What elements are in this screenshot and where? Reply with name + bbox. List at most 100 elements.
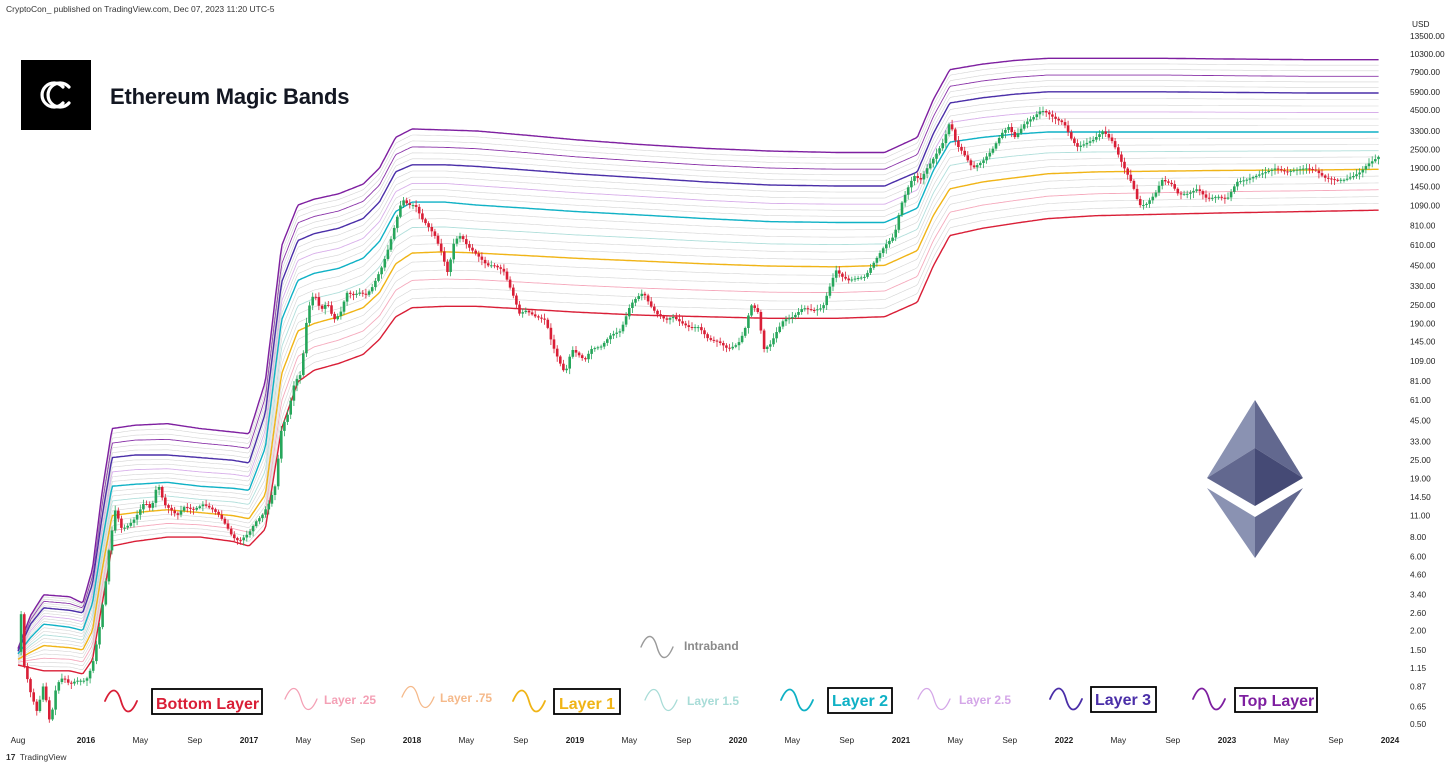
candle-body: [1286, 171, 1289, 173]
candle-body: [270, 495, 274, 504]
candle-body: [747, 315, 750, 328]
candle-body: [1345, 178, 1349, 180]
candle-body: [671, 317, 675, 319]
candle-body: [1327, 177, 1330, 179]
candle-body: [126, 525, 129, 528]
y-tick-label: 11.00: [1410, 511, 1431, 521]
candle-body: [1355, 174, 1358, 176]
x-tick-label: 2020: [729, 735, 748, 745]
candle-body: [649, 301, 653, 307]
candle-body: [844, 276, 847, 279]
candle-body: [1038, 111, 1042, 115]
candle-body: [129, 522, 133, 526]
candle-body: [938, 148, 941, 154]
candle-body: [675, 317, 678, 320]
chart-legend: Intraband Bottom Layer Layer .25 Layer .75 L…: [104, 635, 1318, 715]
candle-body: [794, 314, 797, 318]
candle-body: [1198, 189, 1202, 191]
price-candles: [19, 106, 1380, 723]
candle-body: [700, 327, 703, 331]
candle-body: [1226, 197, 1230, 199]
candle-body: [1317, 170, 1321, 174]
candle-body: [333, 313, 336, 320]
candle-body: [1066, 125, 1070, 133]
intraband-line: [17, 150, 1379, 657]
candle-body: [979, 162, 982, 166]
y-tick-label: 1450.00: [1410, 181, 1440, 191]
legend-wave-icon: [917, 687, 951, 711]
candle-body: [1104, 131, 1107, 134]
legend-box: [553, 688, 621, 715]
candle-body: [1195, 189, 1198, 191]
candle-body: [355, 293, 358, 295]
candle-body: [1258, 174, 1261, 176]
candle-body: [167, 505, 170, 508]
candle-body: [932, 158, 935, 164]
candle-body: [957, 140, 960, 147]
candle-body: [242, 537, 245, 541]
candle-body: [950, 124, 954, 130]
y-tick-label: 4500.00: [1410, 105, 1440, 115]
legend-wave-icon: [644, 688, 678, 712]
candle-body: [1060, 120, 1064, 123]
candle-body: [1019, 128, 1023, 134]
candle-body: [19, 614, 23, 652]
candle-body: [176, 513, 180, 515]
candle-body: [1076, 143, 1079, 147]
candle-body: [900, 202, 904, 216]
candle-body: [276, 458, 280, 487]
candle-body: [1283, 170, 1286, 172]
eth-top-right: [1255, 400, 1303, 478]
candle-body: [443, 251, 446, 262]
candle-body: [490, 265, 493, 267]
candle-body: [446, 261, 449, 272]
candle-body: [715, 340, 719, 342]
band-l1-line: [17, 168, 1379, 660]
candle-body: [1022, 124, 1026, 129]
candle-body: [1311, 169, 1314, 170]
candle-body: [1314, 169, 1318, 171]
candle-body: [35, 701, 39, 711]
candle-body: [283, 421, 286, 431]
candle-body: [847, 278, 850, 281]
legend-wave-icon: [104, 689, 138, 713]
candle-body: [436, 235, 440, 244]
y-tick-label: 610.00: [1410, 240, 1436, 250]
candle-body: [612, 333, 615, 336]
candle-body: [624, 316, 628, 325]
candle-body: [113, 510, 117, 531]
candle-body: [449, 259, 452, 272]
candle-body: [286, 414, 289, 422]
candle-body: [875, 257, 879, 263]
candle-body: [1173, 184, 1176, 189]
candle-body: [885, 244, 888, 249]
candle-body: [596, 347, 600, 349]
legend-wave-icon: [401, 685, 435, 709]
candle-body: [972, 165, 976, 168]
x-tick-label: May: [458, 735, 475, 745]
candle-body: [251, 526, 255, 532]
candle-body: [537, 316, 540, 318]
candle-body: [1261, 173, 1264, 175]
candle-body: [135, 514, 139, 520]
candle-body: [828, 286, 832, 296]
candle-body: [377, 274, 380, 281]
legend-l15-label: Layer 1.5: [687, 694, 739, 708]
price-axis[interactable]: USD 13500.00 10300.00 7900.00 5900.00 4500.00…: [1410, 19, 1445, 729]
time-axis[interactable]: Aug 2016 May Sep 2017 May Sep 2018 May Sep 2019 May…: [11, 735, 1400, 745]
candle-body: [841, 273, 844, 277]
intraband-line: [17, 203, 1379, 671]
candle-body: [681, 321, 684, 324]
candle-body: [1352, 176, 1355, 178]
candle-body: [606, 339, 609, 343]
candle-body: [411, 205, 415, 207]
candle-body: [997, 138, 1001, 144]
y-tick-label: 7900.00: [1410, 67, 1440, 77]
y-tick-label: 1.50: [1410, 645, 1427, 655]
candle-body: [565, 368, 568, 371]
legend-l25-label: Layer 2.5: [959, 693, 1011, 707]
candle-body: [493, 265, 496, 267]
candle-body: [1041, 111, 1045, 112]
candle-body: [170, 507, 173, 511]
